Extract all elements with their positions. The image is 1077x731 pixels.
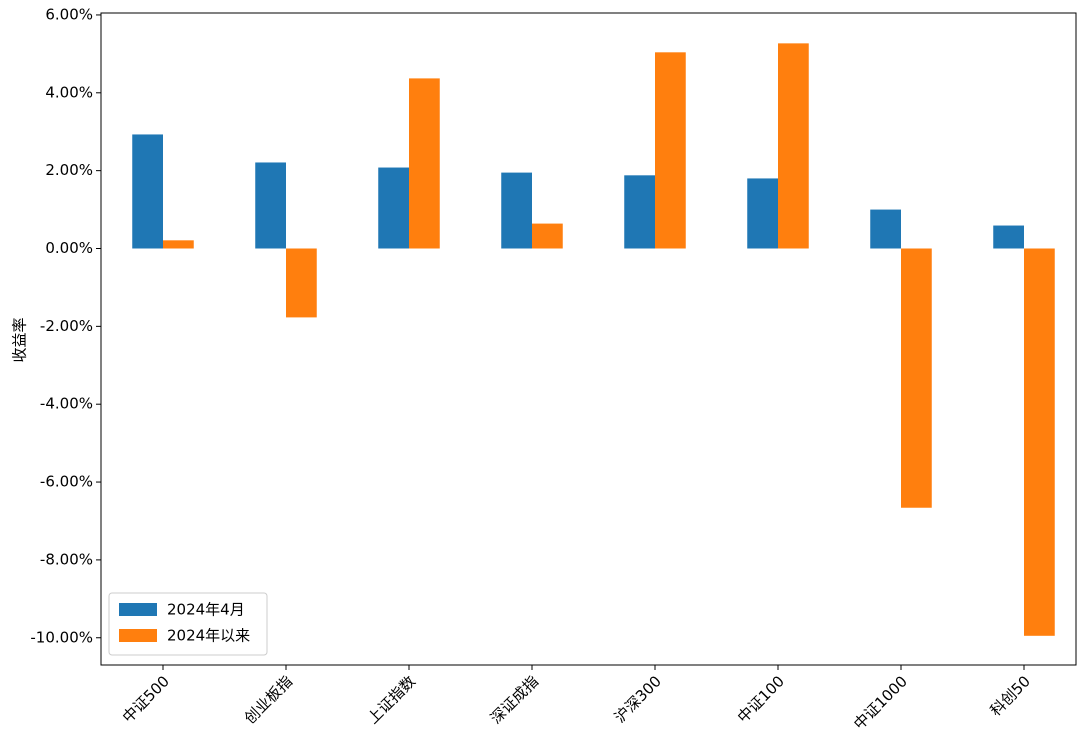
x-tick-label: 中证100 (734, 672, 788, 726)
x-tick-label: 深证成指 (487, 672, 542, 727)
bar (747, 178, 778, 249)
x-tick-label: 中证500 (119, 672, 173, 726)
x-tick-label: 中证1000 (850, 672, 911, 731)
y-tick-label: 2.00% (45, 161, 93, 179)
legend-label: 2024年以来 (167, 627, 250, 645)
y-tick-label: 4.00% (45, 83, 93, 101)
y-tick-label: 0.00% (45, 239, 93, 257)
bar (501, 172, 532, 249)
y-tick-label: -4.00% (40, 395, 93, 413)
y-axis-label: 收益率 (11, 317, 29, 362)
bar (870, 209, 901, 249)
legend: 2024年4月 2024年以来 (108, 592, 268, 656)
axes-frame (100, 12, 1077, 666)
bar (532, 223, 563, 249)
x-tick-label: 上证指数 (364, 672, 419, 727)
bar (255, 162, 286, 249)
bar (378, 167, 409, 249)
bar (778, 43, 809, 249)
bar (286, 248, 317, 318)
y-tick-label: -6.00% (40, 473, 93, 491)
bar (901, 248, 932, 508)
legend-swatch (119, 603, 157, 616)
bar (163, 240, 194, 249)
legend-swatch (119, 629, 157, 642)
bar (655, 52, 686, 249)
y-tick-label: -2.00% (40, 317, 93, 335)
y-tick-label: -8.00% (40, 550, 93, 568)
bar (409, 78, 440, 249)
legend-label: 2024年4月 (167, 601, 245, 619)
y-tick-label: -10.00% (30, 628, 93, 646)
x-tick-label: 创业板指 (241, 672, 296, 727)
bar (993, 225, 1024, 249)
x-tick-label: 科创50 (987, 672, 1034, 719)
bar (1024, 248, 1055, 636)
bar (132, 134, 163, 249)
x-tick-label: 沪深300 (611, 672, 665, 726)
bar (624, 175, 655, 249)
y-tick-label: 6.00% (45, 5, 93, 23)
